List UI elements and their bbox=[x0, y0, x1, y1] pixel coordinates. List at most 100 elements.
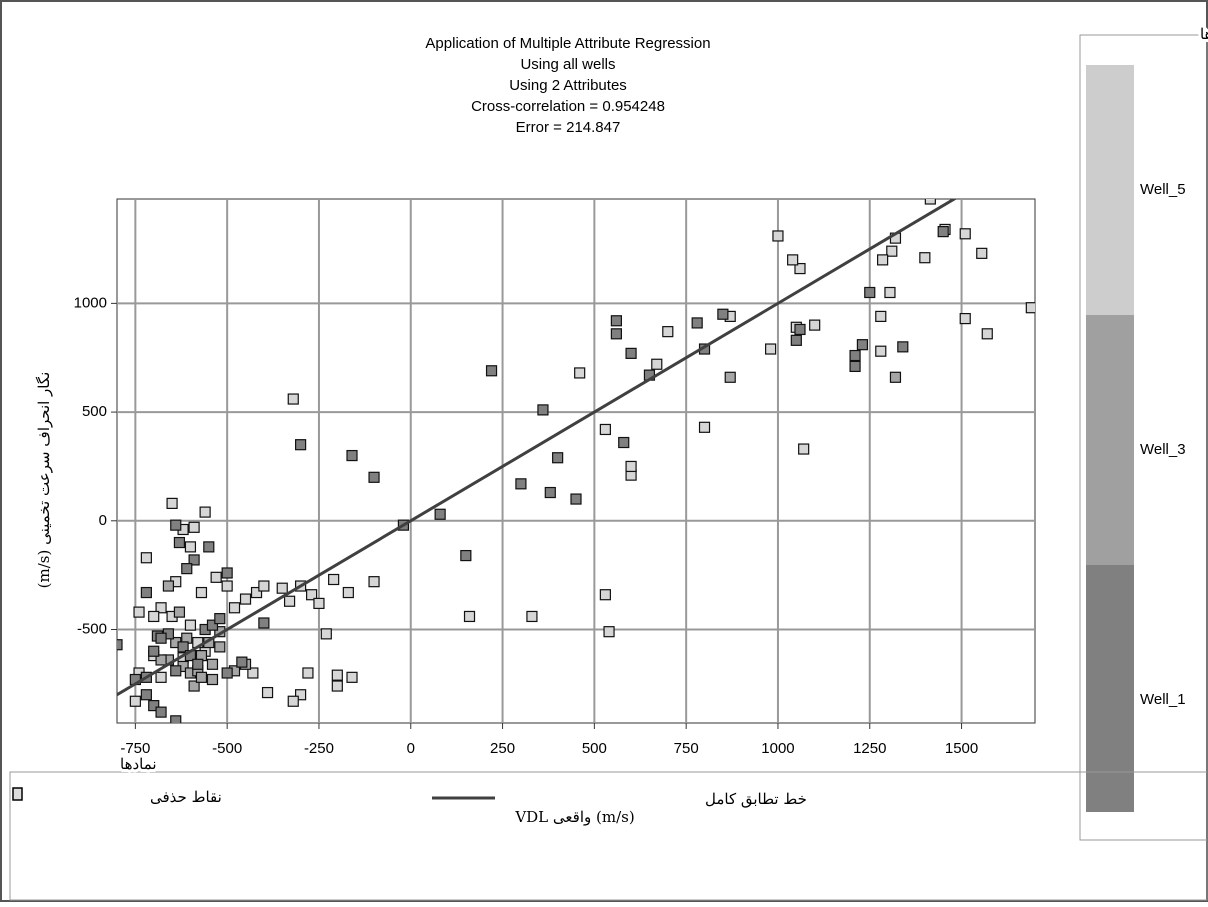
point bbox=[155, 632, 167, 644]
x-tick-label: 0 bbox=[407, 740, 415, 757]
point bbox=[320, 628, 332, 640]
point bbox=[346, 449, 358, 462]
point bbox=[184, 541, 197, 553]
deleted-points-label: نقاط حذفی bbox=[150, 788, 222, 806]
point bbox=[959, 312, 971, 325]
chart-title: Cross-correlation = 0.954248 bbox=[471, 98, 665, 115]
point bbox=[195, 671, 208, 683]
point bbox=[221, 580, 233, 592]
point bbox=[368, 471, 380, 483]
point bbox=[574, 367, 586, 379]
point bbox=[618, 436, 630, 449]
point bbox=[170, 519, 182, 531]
point bbox=[206, 658, 219, 670]
point bbox=[717, 308, 729, 320]
point bbox=[140, 689, 152, 701]
point bbox=[625, 347, 637, 359]
plot-area bbox=[116, 198, 1036, 724]
point bbox=[794, 323, 806, 336]
point bbox=[295, 439, 307, 451]
chart-title: Error = 214.847 bbox=[516, 119, 621, 136]
point bbox=[170, 715, 182, 723]
point bbox=[897, 341, 909, 353]
legend-swatch bbox=[1086, 565, 1134, 812]
point bbox=[140, 586, 152, 599]
point bbox=[698, 421, 711, 433]
x-tick-label: -500 bbox=[212, 740, 242, 757]
point bbox=[603, 626, 615, 638]
point bbox=[206, 619, 219, 631]
point bbox=[148, 700, 160, 712]
point bbox=[875, 345, 887, 357]
point bbox=[485, 365, 498, 377]
point bbox=[148, 645, 160, 657]
point bbox=[889, 371, 902, 383]
point bbox=[306, 589, 318, 601]
point bbox=[173, 536, 186, 549]
x-tick-label: 1250 bbox=[853, 740, 886, 757]
point bbox=[342, 586, 354, 599]
point bbox=[515, 478, 527, 490]
point bbox=[331, 669, 343, 681]
point bbox=[228, 602, 241, 614]
point bbox=[924, 199, 936, 205]
point bbox=[148, 610, 160, 623]
chart-title: Using all wells bbox=[520, 56, 615, 73]
point bbox=[206, 673, 219, 686]
point bbox=[625, 460, 637, 473]
point bbox=[959, 228, 971, 240]
point bbox=[239, 593, 252, 605]
point bbox=[610, 328, 622, 340]
x-tick-label: 1500 bbox=[945, 740, 978, 757]
point bbox=[610, 315, 622, 327]
point bbox=[192, 658, 204, 670]
fit-legend-label: خط تطابق کامل bbox=[705, 790, 807, 808]
y-tick-label: 1000 bbox=[74, 294, 107, 311]
point bbox=[155, 602, 167, 614]
point bbox=[937, 226, 949, 238]
legend-box bbox=[1079, 34, 1208, 841]
point bbox=[214, 641, 226, 653]
point bbox=[221, 667, 233, 679]
point bbox=[287, 393, 299, 405]
points bbox=[117, 199, 1035, 723]
point bbox=[258, 580, 270, 592]
point bbox=[331, 680, 343, 692]
point bbox=[287, 695, 299, 707]
point bbox=[368, 576, 380, 588]
point bbox=[184, 619, 197, 631]
point bbox=[875, 310, 887, 323]
point bbox=[117, 639, 123, 651]
point bbox=[662, 326, 674, 338]
point bbox=[188, 554, 200, 566]
point bbox=[790, 334, 802, 346]
point bbox=[133, 606, 145, 618]
point bbox=[236, 656, 248, 668]
point bbox=[199, 506, 211, 518]
point bbox=[140, 552, 152, 564]
x-tick-label: 1000 bbox=[761, 740, 794, 757]
point bbox=[724, 371, 736, 383]
point bbox=[129, 695, 141, 707]
point bbox=[210, 571, 222, 583]
x-tick-label: 250 bbox=[490, 740, 515, 757]
point bbox=[188, 680, 200, 692]
point bbox=[544, 486, 556, 499]
point bbox=[195, 586, 208, 599]
legend-label: Well_5 bbox=[1140, 181, 1186, 198]
legend-title: نام چاه ها bbox=[1200, 25, 1208, 43]
point bbox=[919, 252, 931, 264]
point bbox=[247, 667, 259, 679]
point bbox=[214, 613, 226, 625]
point bbox=[261, 686, 274, 699]
point bbox=[170, 665, 182, 677]
point bbox=[798, 443, 810, 455]
point bbox=[177, 641, 189, 653]
point bbox=[765, 343, 777, 355]
chart-title: Using 2 Attributes bbox=[509, 77, 627, 94]
symbol-icon bbox=[12, 787, 23, 801]
point bbox=[276, 582, 288, 594]
symbols-title: نمادها bbox=[120, 755, 157, 773]
point bbox=[772, 230, 784, 242]
chart-title: Application of Multiple Attribute Regres… bbox=[425, 35, 710, 52]
